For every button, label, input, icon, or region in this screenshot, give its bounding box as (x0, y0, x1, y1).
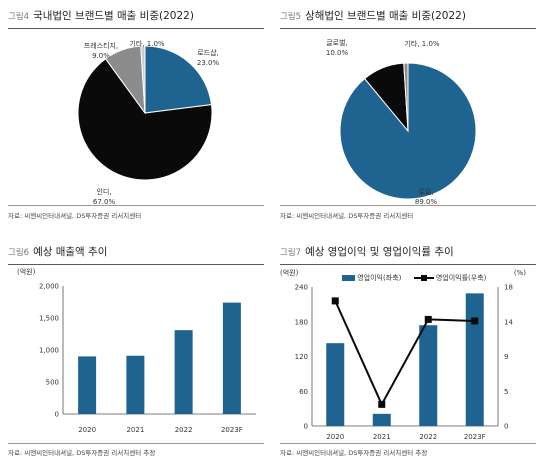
figure-6-title: 그림6 예상 매출액 추이 (8, 244, 107, 259)
x-tick-label: 2021 (126, 426, 144, 434)
figure-6-top-rule (8, 264, 264, 265)
y-tick-label: 2,000 (39, 283, 59, 291)
slice-label: 기타, 1.0% (129, 39, 164, 48)
revenue-bar (78, 356, 97, 414)
pie-slice (403, 62, 409, 132)
y2-tick-label: 0 (504, 423, 508, 431)
y-tick-label: 240 (295, 284, 308, 292)
slice-value-label: 10.0% (326, 49, 349, 57)
figure-6-title-text: 예상 매출액 추이 (33, 246, 108, 258)
slice-label: 로드샵, (197, 48, 219, 57)
figure-4-title: 그림4 국내법인 브랜드별 매출 비중(2022) (8, 8, 194, 23)
operating-margin-marker (424, 315, 432, 323)
x-tick-label: 2020 (78, 426, 96, 434)
figure-7-legend: 영업이익(좌축) 영업이익률(우축) (342, 273, 486, 283)
revenue-bar (126, 355, 145, 414)
figure-5-panel: 그림5 상해법인 브랜드별 매출 비중(2022) 로컬, 89.0% 글로벌, 10.… (280, 8, 536, 228)
y-axis-unit-label: (억원) (280, 268, 299, 277)
figure-4-top-rule (8, 28, 264, 29)
figure-7-bottom-rule (280, 443, 536, 444)
slice-value-label: 67.0% (93, 198, 116, 206)
figure-4-pie-chart: 로드샵, 23.0% 인디, 67.0% 프레스티지, 9.0% 기타, 1.0% (77, 39, 220, 206)
figure-4-panel: 그림4 국내법인 브랜드별 매출 비중(2022) 로드샵, 23.0% 인디, 67.… (8, 8, 264, 228)
x-tick-label: 2020 (326, 433, 344, 441)
y-tick-label: 60 (299, 388, 308, 396)
y2-axis-unit-label: (%) (514, 269, 526, 277)
figure-5-top-rule (280, 28, 536, 29)
y-tick-label: 500 (46, 379, 59, 387)
x-tick-label: 2023F (221, 426, 243, 434)
legend-line-label: 영업이익률(우축) (435, 274, 487, 282)
y2-tick-label: 5 (504, 388, 508, 396)
figure-7-combo-chart: (억원) (%) 0 60 120 180 240 0 5 9 14 18 2020 2021 2022 20… (280, 268, 526, 441)
figure-5-number: 그림5 (280, 12, 302, 22)
y-tick-label: 1,000 (39, 347, 59, 355)
figure-5-source: 자료: 씨앤씨인터내셔널, DS투자증권 리서치센터 (280, 212, 414, 220)
figure-5-bottom-rule (280, 205, 536, 206)
figure-7-panel: 그림7 예상 영업이익 및 영업이익률 추이 영업이익(좌축) 영업이익률(우축)… (280, 244, 536, 466)
y-tick-label: 0 (304, 423, 308, 431)
figure-7-title: 그림7 예상 영업이익 및 영업이익률 추이 (280, 244, 454, 259)
figure-4-number: 그림4 (8, 12, 30, 22)
operating-margin-marker (331, 297, 339, 305)
y-tick-label: 1,500 (39, 315, 59, 323)
operating-margin-line (334, 300, 475, 407)
operating-profit-bar (419, 325, 438, 426)
figure-5-title-text: 상해법인 브랜드별 매출 비중(2022) (305, 10, 466, 22)
slice-label: 프레스티지, (84, 41, 118, 50)
legend-bar-label: 영업이익(좌축) (357, 274, 402, 282)
figure-7-number: 그림7 (280, 248, 302, 258)
operating-profit-bar (372, 413, 391, 426)
x-tick-label: 2021 (373, 433, 391, 441)
pie-slice (140, 45, 146, 114)
y2-tick-label: 18 (504, 284, 513, 292)
x-tick-label: 2023F (464, 433, 486, 441)
figure-5-title: 그림5 상해법인 브랜드별 매출 비중(2022) (280, 8, 466, 23)
slice-label: 글로벌, (326, 38, 348, 47)
figure-6-panel: 그림6 예상 매출액 추이 (억원) 0 500 1,000 1,500 2,000 2020… (8, 244, 264, 466)
y2-tick-label: 9 (504, 353, 508, 361)
operating-profit-bar (465, 293, 484, 426)
legend-line-swatch (413, 275, 434, 281)
slice-value-label: 89.0% (415, 198, 438, 206)
y-tick-label: 120 (295, 353, 308, 361)
figure-6-bottom-rule (8, 443, 264, 444)
slice-label: 인디, (96, 187, 111, 196)
figure-7-title-text: 예상 영업이익 및 영업이익률 추이 (305, 246, 454, 258)
y-tick-label: 0 (55, 411, 59, 419)
operating-margin-marker (471, 317, 479, 325)
pie-slice (77, 58, 213, 181)
revenue-bar (222, 302, 241, 414)
slice-label: 로컬, (418, 188, 433, 196)
x-tick-label: 2022 (419, 433, 437, 441)
slice-value-label: 9.0% (92, 52, 110, 60)
revenue-bar (174, 330, 193, 414)
operating-profit-bar (326, 343, 345, 426)
figure-4-bottom-rule (8, 205, 264, 206)
slice-value-label: 23.0% (197, 59, 220, 67)
figure-6-number: 그림6 (8, 248, 30, 258)
figure-4-source: 자료: 씨앤씨인터내셔널, DS투자증권 리서치센터 (8, 212, 142, 220)
pie-slice (144, 45, 213, 114)
figure-4-title-text: 국내법인 브랜드별 매출 비중(2022) (33, 10, 194, 22)
y-tick-label: 180 (295, 318, 308, 326)
figure-5-pie-chart: 로컬, 89.0% 글로벌, 10.0% 기타, 1.0% (326, 38, 477, 206)
figure-7-source: 자료: 씨앤씨인터내셔널, DS투자증권 리서치센터 추정 (280, 449, 428, 457)
figure-6-source: 자료: 씨앤씨인터내셔널, DS투자증권 리서치센터 추정 (8, 449, 156, 457)
operating-margin-marker (378, 400, 386, 408)
y-axis-unit-label: (억원) (17, 267, 36, 276)
slice-label: 기타, 1.0% (404, 39, 439, 48)
x-tick-label: 2022 (175, 426, 193, 434)
figure-7-top-rule (280, 264, 536, 265)
y2-tick-label: 14 (504, 318, 513, 326)
legend-bar-swatch (342, 275, 355, 281)
figure-6-bar-chart: (억원) 0 500 1,000 1,500 2,000 2020 2021 2022 2023F (17, 267, 256, 434)
